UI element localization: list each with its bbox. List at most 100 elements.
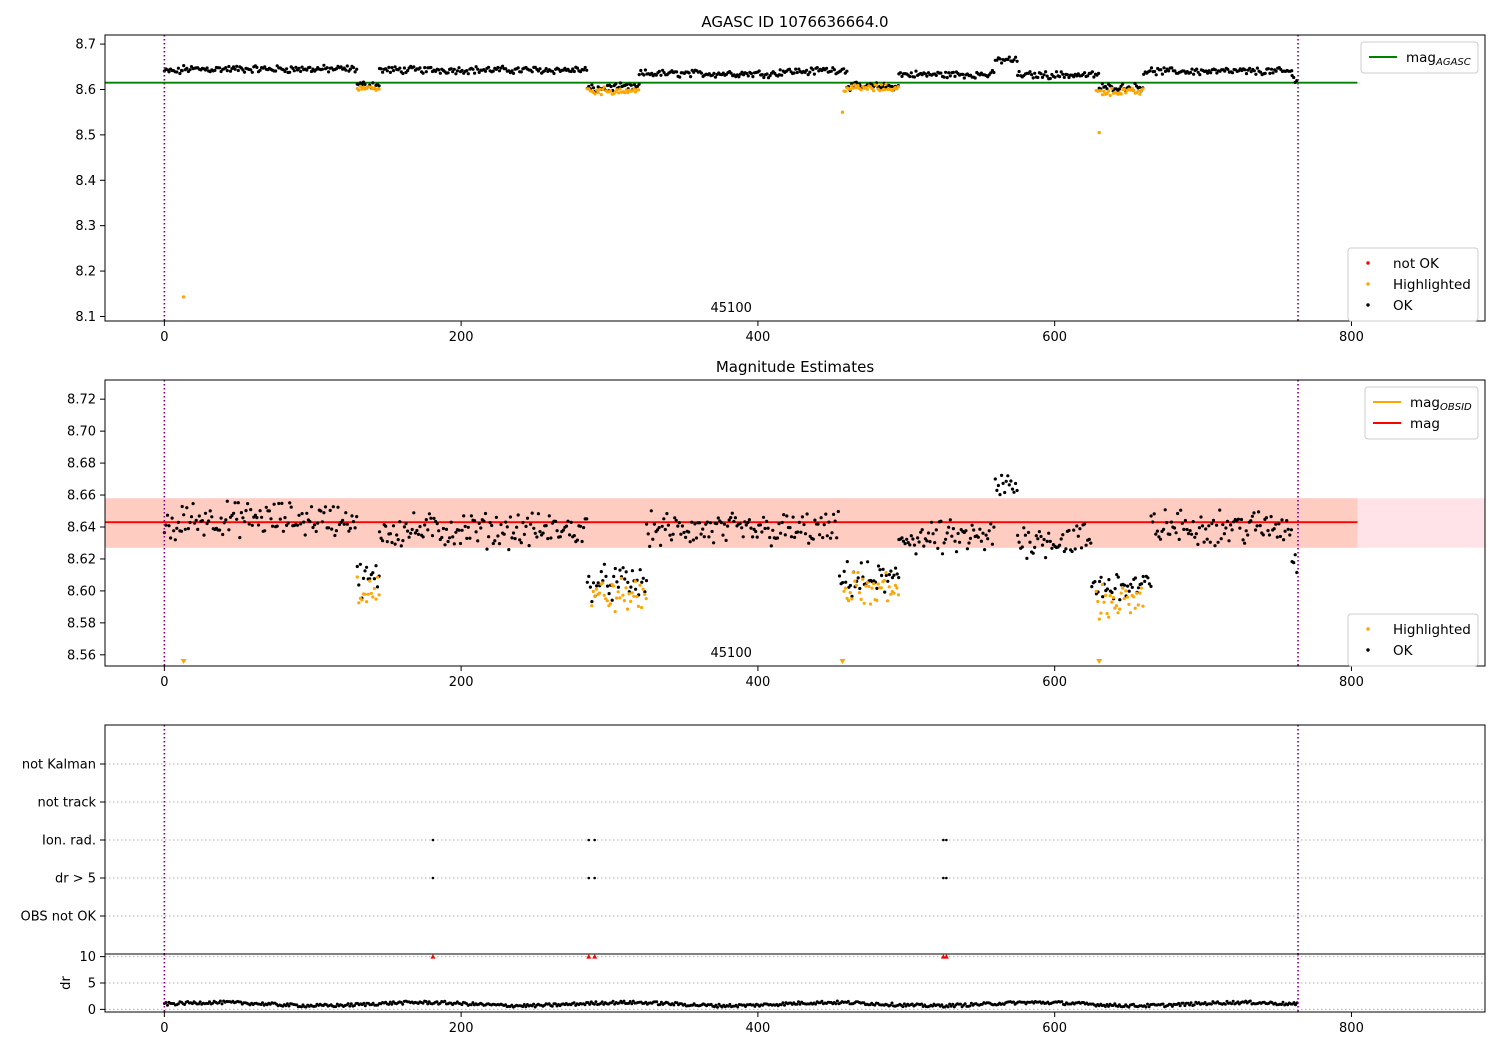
panel1-s0-point-242	[536, 69, 541, 73]
panel4-point-146	[390, 1002, 394, 1006]
panel2-s0-point-383	[754, 529, 758, 534]
panel4-point-232	[524, 1005, 528, 1009]
panel2-s0-point-617	[1115, 573, 1119, 577]
panel2-bottom-marker-1	[839, 659, 846, 664]
panel2-s1-point-29	[611, 584, 616, 588]
panel2-s0-point-325	[663, 527, 667, 532]
panel3-ytick-label-2: Ion. rad.	[42, 834, 96, 849]
panel1-s0-point-655	[1170, 66, 1174, 70]
panel1-s1-point-73	[879, 83, 884, 87]
panel2-s0-point-223	[507, 548, 511, 552]
panel2-s0-point-720	[1274, 522, 1278, 526]
panel4-clipped-1	[586, 954, 592, 959]
panel2-s1-point-39	[627, 592, 631, 596]
panel2-s0-point-40	[224, 518, 228, 522]
panel1-s0-point-732	[1290, 69, 1294, 73]
panel2-s0-point-696	[1236, 517, 1240, 521]
panel1-title: AGASC ID 1076636664.0	[701, 13, 888, 31]
panel2-s0-point-276	[588, 585, 593, 589]
panel2-s0-point-697	[1238, 526, 1242, 530]
panel2-s0-point-550	[1012, 490, 1016, 494]
panel2-s0-point-402	[783, 533, 787, 537]
panel2-s0-point-30	[208, 509, 212, 513]
panel2-s0-point-510	[950, 534, 954, 538]
panel2-s0-point-373	[738, 521, 742, 526]
panel2-s0-point-430	[827, 520, 831, 524]
panel1-s0-point-623	[1121, 82, 1125, 86]
panel2-s0-point-508	[947, 525, 951, 529]
panel2-s0-point-674	[1202, 540, 1206, 544]
panel4-point-36	[218, 999, 222, 1003]
panel4-point-78	[284, 1004, 288, 1008]
panel2-s0-point-478	[900, 536, 904, 540]
panel2-s1-point-90	[1099, 611, 1103, 615]
panel2-s0-point-554	[1017, 540, 1021, 544]
panel2-s0-point-672	[1199, 515, 1203, 519]
panel2-s0-point-709	[1257, 510, 1261, 514]
panel2-s0-point-103	[322, 511, 326, 515]
panel4-point-619	[1127, 1005, 1131, 1009]
panel3-flag-3-3	[942, 876, 945, 880]
panel2-s0-point-275	[587, 574, 591, 579]
panel4-point-466	[888, 1003, 892, 1007]
panel2-s1-point-10	[371, 595, 375, 599]
panel1-s1-point-104	[1124, 91, 1128, 95]
panel2-s1-point-22	[601, 581, 605, 585]
panel4-point-406	[795, 1002, 799, 1006]
panel2-s0-point-127	[358, 562, 362, 566]
panel1-s1-point-109	[1132, 88, 1136, 93]
panel2-s0-point-162	[412, 511, 416, 515]
panel2-s0-point-656	[1174, 531, 1178, 535]
panel1-s1-point-76	[884, 82, 888, 86]
panel1-s0-point-544	[1000, 61, 1004, 65]
panel2-s0-point-184	[446, 539, 450, 544]
panel2-s0-point-670	[1196, 542, 1200, 547]
panel1-s1-point-24	[599, 93, 603, 97]
panel2-s0-point-652	[1168, 532, 1172, 537]
panel1-s0-point-130	[363, 82, 367, 86]
panel2-s0-point-704	[1249, 519, 1253, 523]
panel2-s0-point-285	[602, 562, 607, 566]
panel2-s0-point-676	[1205, 537, 1209, 541]
panel2-s0-point-318	[652, 522, 657, 526]
panel2-s1-point-68	[868, 602, 873, 606]
panel2-s0-point-7	[173, 538, 177, 542]
panel2-s0-point-189	[454, 530, 458, 534]
panel2-s0-point-172	[427, 512, 431, 516]
panel1-s0-point-418	[806, 73, 810, 77]
panel1-s0-point-565	[1031, 76, 1035, 80]
panel1-s0-point-189	[454, 72, 458, 76]
panel4-point-273	[588, 1002, 592, 1006]
panel2-s0-point-522	[968, 536, 973, 541]
panel4-point-407	[797, 1000, 800, 1004]
panel2-s0-point-355	[710, 529, 714, 534]
panel1-s0-point-485	[908, 74, 912, 79]
panel2-s1-point-41	[630, 591, 634, 595]
panel3-flag-3-4	[945, 876, 948, 880]
panel1-s0-point-57	[250, 70, 254, 74]
panel2-s0-point-294	[616, 585, 621, 589]
panel1-s0-point-117	[344, 68, 348, 72]
panel1-s0-point-303	[629, 83, 633, 87]
panel1-s0-point-650	[1162, 66, 1166, 70]
panel2-s0-point-157	[404, 522, 408, 526]
panel2-s0-point-413	[800, 515, 805, 519]
panel2-s0-point-546	[1006, 474, 1010, 478]
panel4-point-316	[655, 1000, 659, 1004]
panel1-s0-point-41	[225, 69, 229, 73]
panel2-s0-point-685	[1219, 537, 1223, 541]
panel2-s0-point-180	[440, 535, 444, 540]
panel4-point-511	[959, 1002, 962, 1006]
panel1-s0-point-178	[437, 68, 441, 72]
panel2-s0-point-41	[225, 499, 229, 503]
panel2-s0-point-511	[951, 527, 956, 531]
panel1-s0-point-443	[845, 69, 849, 73]
panel2-ytick-label-1: 8.58	[67, 616, 96, 631]
panel2-s0-point-401	[782, 513, 786, 517]
panel4-point-299	[628, 1000, 632, 1003]
panel2-s0-point-342	[690, 520, 694, 524]
panel1-s0-point-89	[300, 65, 304, 69]
panel2-s0-point-298	[623, 577, 627, 581]
panel4-point-647	[1170, 1004, 1174, 1008]
panel1-s0-point-168	[421, 71, 425, 75]
